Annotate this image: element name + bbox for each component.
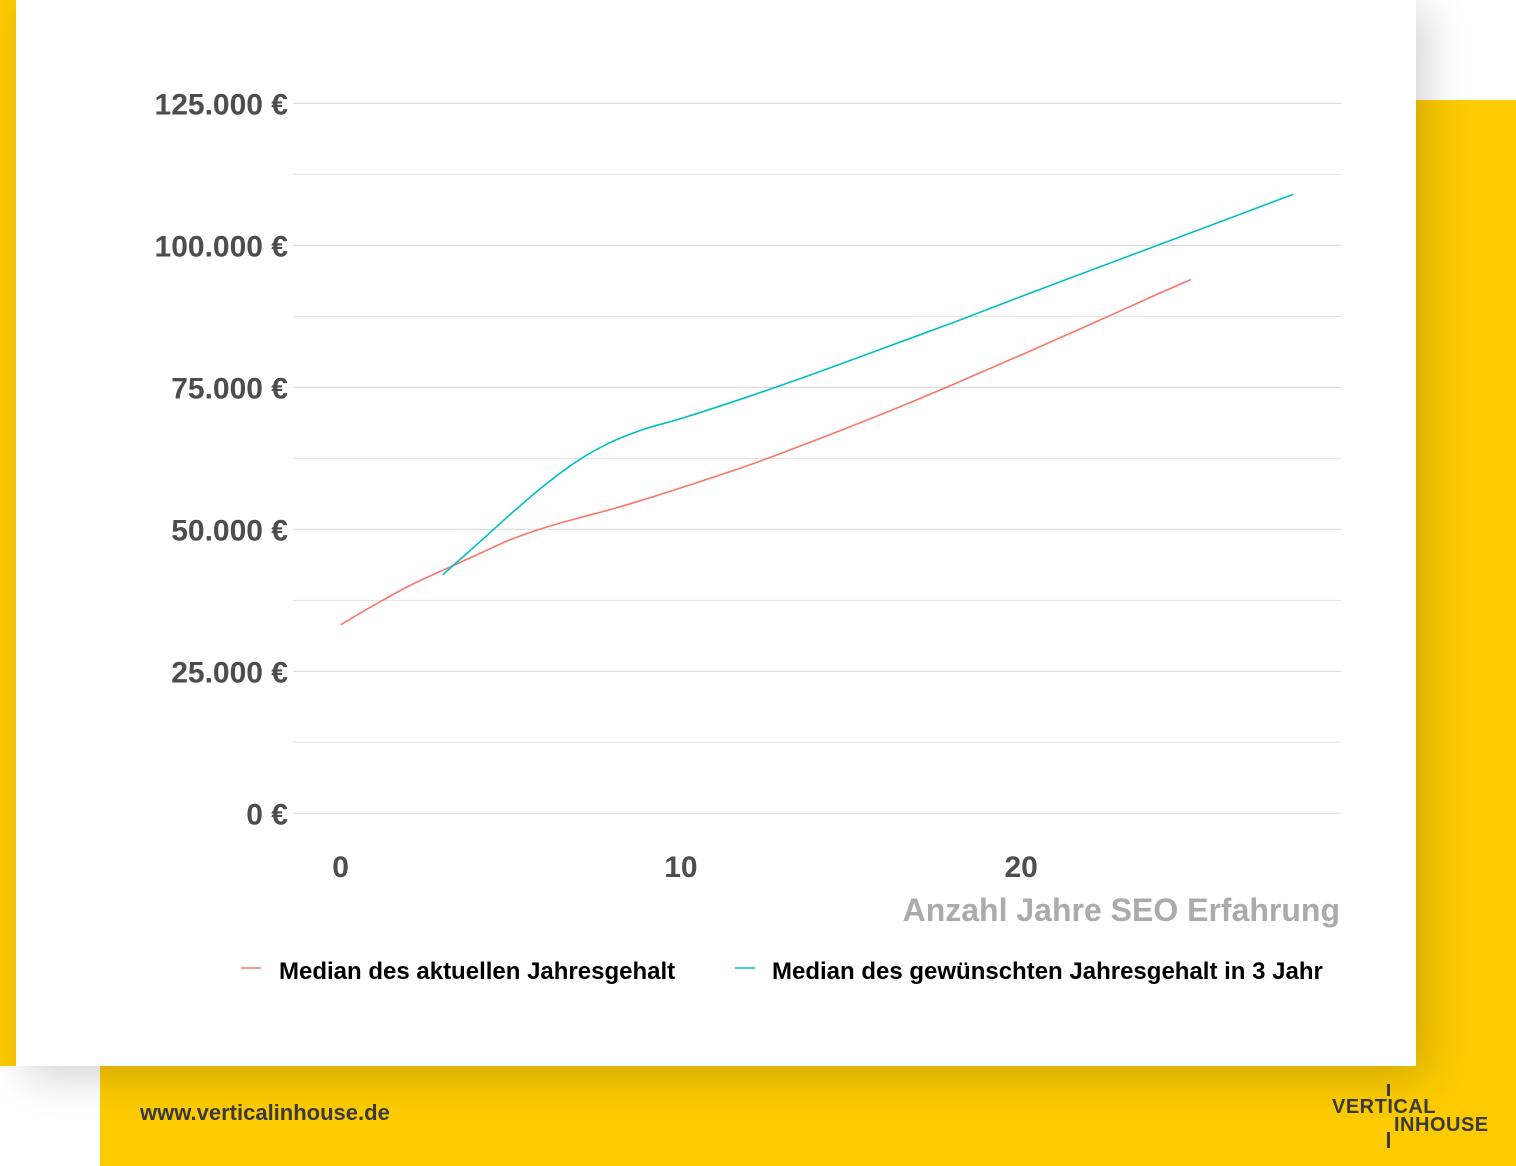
vertical-inhouse-logo: VERTICAL INHOUSE [1328,1082,1488,1150]
x-axis-label: Anzahl Jahre SEO Erfahrung [903,892,1340,928]
y-tick-label: 50.000 € [171,514,288,547]
y-axis-ticks: 0 € 25.000 € 50.000 € 75.000 € 100.000 € 125.… [155,88,289,831]
x-tick-label: 20 [1004,851,1037,884]
series-line-1 [340,278,1192,626]
legend-label-1: Median des aktuellen Jahresgehalt [279,958,675,985]
logo-bar-bottom [1387,1132,1390,1148]
series-line-2 [442,193,1294,576]
x-tick-label: 10 [664,851,697,884]
series-lines [340,193,1294,626]
line-chart: 0 € 25.000 € 50.000 € 75.000 € 100.000 € 125.… [155,88,1341,985]
legend: Median des aktuellen Jahresgehalt Median … [241,958,1323,985]
y-tick-label: 125.000 € [155,88,289,121]
x-tick-label: 0 [332,851,349,884]
logo-bar-top [1387,1084,1390,1096]
y-tick-label: 25.000 € [171,656,288,689]
y-tick-label: 100.000 € [155,230,289,263]
accent-bar-left [0,0,16,1066]
grid-major [293,102,1341,814]
logo-text-line1: VERTICAL [1332,1096,1436,1118]
logo-text-line2: INHOUSE [1394,1114,1489,1136]
y-tick-label: 0 € [246,798,288,831]
website-url[interactable]: www.verticalinhouse.de [140,1100,390,1125]
grid-minor [293,173,1341,743]
x-axis-ticks: 0 10 20 [332,851,1038,884]
chart-card: 0 € 25.000 € 50.000 € 75.000 € 100.000 € 125.… [16,0,1416,1066]
y-tick-label: 75.000 € [171,372,288,405]
legend-label-2: Median des gewünschten Jahresgehalt in 3… [772,958,1323,985]
